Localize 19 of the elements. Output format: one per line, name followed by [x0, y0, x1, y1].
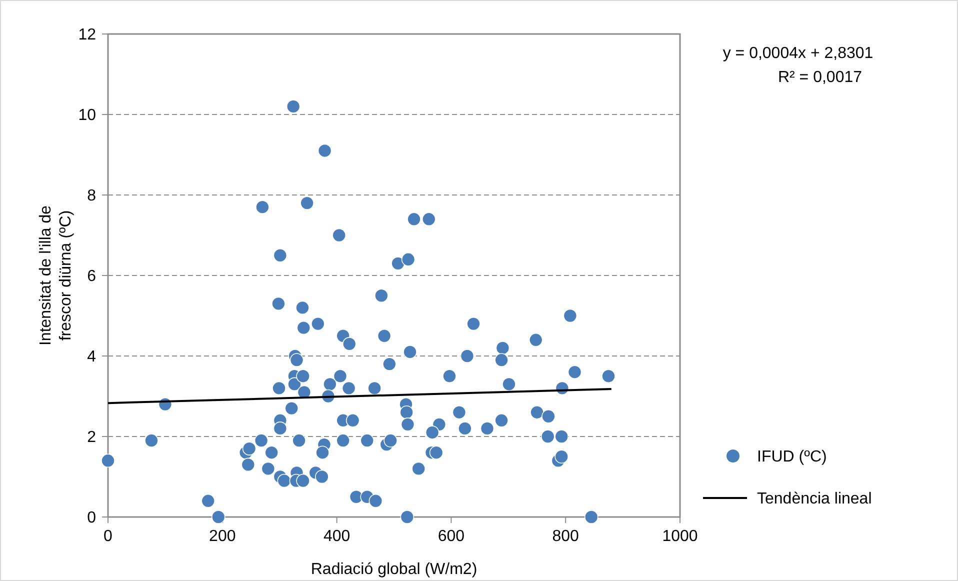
x-tick-label: 400	[323, 528, 350, 545]
text: y = 0,0004x + 2,8301	[722, 45, 874, 62]
y-tick-label: 10	[78, 107, 96, 124]
y-axis-title: Intensitat de l'illa de frescor diürna (ºC)	[37, 205, 74, 346]
y-tick-label: 0	[87, 510, 96, 527]
text: R² = 0,0017	[778, 69, 862, 86]
y-tick-label: 4	[87, 348, 96, 366]
y-tick-label: 12	[78, 26, 96, 44]
x-axis-title: Radiació global (W/m2)	[310, 561, 478, 578]
legend-label: IFUD (ºC)	[757, 448, 827, 466]
legend-label: Tendència lineal	[757, 490, 872, 508]
y-tick-label: 6	[87, 268, 96, 286]
y-tick-label: 8	[87, 188, 96, 205]
x-tick-label: 800	[552, 528, 580, 545]
x-tick-label: 600	[438, 528, 465, 545]
x-tick-label: 1000	[662, 528, 698, 545]
x-tick-label: 0	[104, 528, 113, 545]
x-tick-label: 200	[209, 528, 236, 545]
y-tick-label: 2	[87, 429, 96, 446]
